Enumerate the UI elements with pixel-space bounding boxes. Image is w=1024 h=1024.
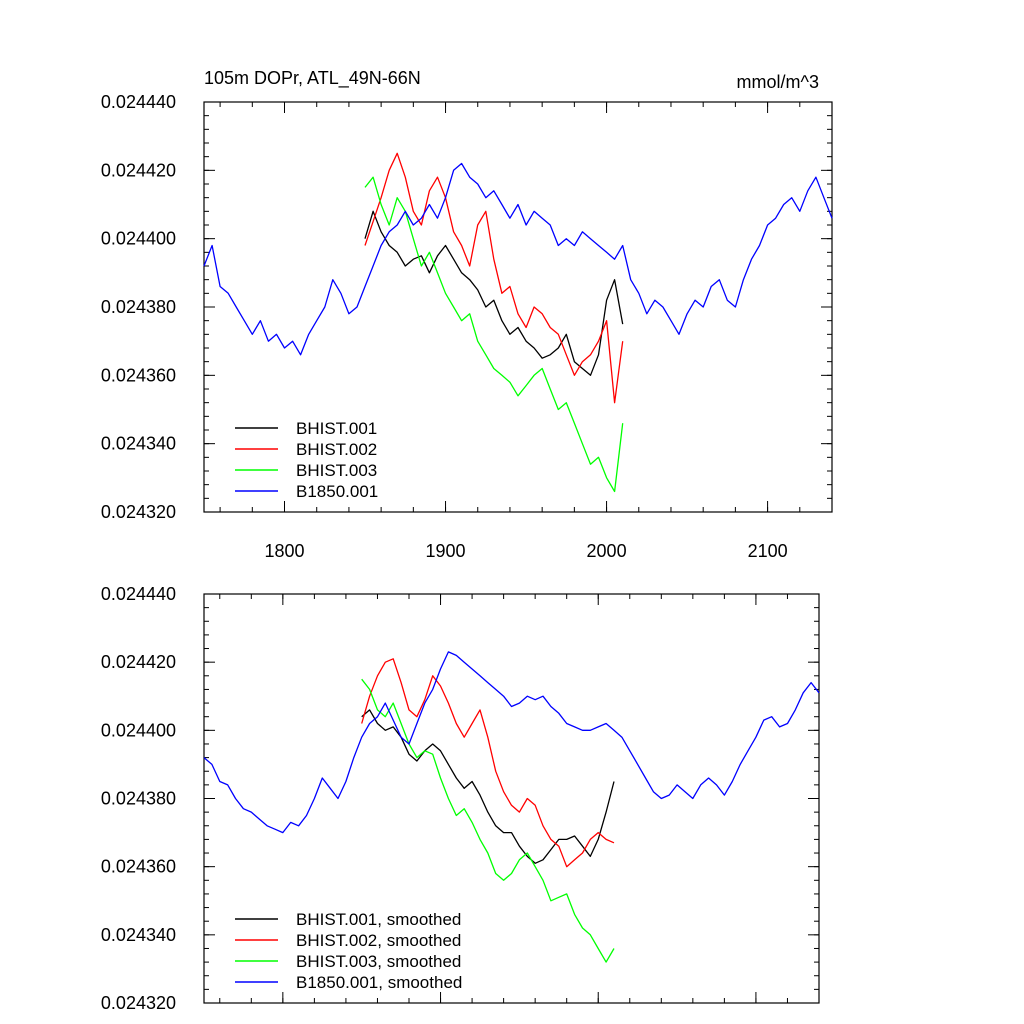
raw-legend-label: BHIST.001: [296, 419, 377, 438]
raw-legend-label: BHIST.002: [296, 440, 377, 459]
smoothed-legend-label: BHIST.003, smoothed: [296, 952, 461, 971]
smoothed-y-tick-label: 0.024440: [101, 584, 176, 604]
raw-x-tick-label: 1900: [426, 541, 466, 561]
raw-series-bhist-002: [364, 152, 624, 404]
raw-y-tick-label: 0.024380: [101, 297, 176, 317]
raw-y-tick-label: 0.024420: [101, 160, 176, 180]
raw-series-bhist-001: [364, 210, 624, 376]
raw-legend: BHIST.001 BHIST.002 BHIST.003 B1850.001: [235, 419, 378, 501]
smoothed-series-b1850-001-smoothed: [203, 651, 820, 834]
raw-x-tick-label: 2000: [587, 541, 627, 561]
smoothed-series-bhist-002-smoothed: [361, 658, 615, 868]
raw-panel: 0.024320 0.024340 0.024360 0.024380 0.024400…: [101, 92, 833, 561]
smoothed-y-tick-label: 0.024360: [101, 857, 176, 877]
smoothed-series-bhist-001-smoothed: [361, 709, 615, 864]
raw-x-tick-label: 2100: [748, 541, 788, 561]
raw-series-bhist-003: [364, 176, 624, 493]
smoothed-legend-label: BHIST.002, smoothed: [296, 931, 461, 950]
smoothed-legend-label: B1850.001, smoothed: [296, 973, 462, 992]
raw-y-tick-label: 0.024440: [101, 92, 176, 112]
smoothed-legend-label: BHIST.001, smoothed: [296, 910, 461, 929]
raw-y-tick-label: 0.024360: [101, 365, 176, 385]
raw-y-tick-label: 0.024320: [101, 502, 176, 522]
chart-units-label: mmol/m^3: [737, 72, 819, 92]
raw-x-tick-label: 1800: [264, 541, 304, 561]
raw-legend-label: B1850.001: [296, 482, 378, 501]
raw-y-tick-label: 0.024400: [101, 229, 176, 249]
raw-series-b1850-001: [203, 162, 833, 356]
smoothed-legend: BHIST.001, smoothed BHIST.002, smoothed BH…: [235, 910, 462, 992]
smoothed-y-tick-label: 0.024320: [101, 993, 176, 1013]
chart-title-left: 105m DOPr, ATL_49N-66N: [204, 68, 421, 89]
smoothed-y-tick-label: 0.024400: [101, 720, 176, 740]
smoothed-series-bhist-003-smoothed: [361, 678, 615, 963]
smoothed-y-tick-label: 0.024380: [101, 789, 176, 809]
smoothed-y-tick-label: 0.024420: [101, 652, 176, 672]
smoothed-panel: 0.024320 0.024340 0.024360 0.024380 0.024400…: [101, 584, 820, 1013]
smoothed-y-tick-label: 0.024340: [101, 925, 176, 945]
raw-legend-label: BHIST.003: [296, 461, 377, 480]
raw-y-tick-label: 0.024340: [101, 434, 176, 454]
